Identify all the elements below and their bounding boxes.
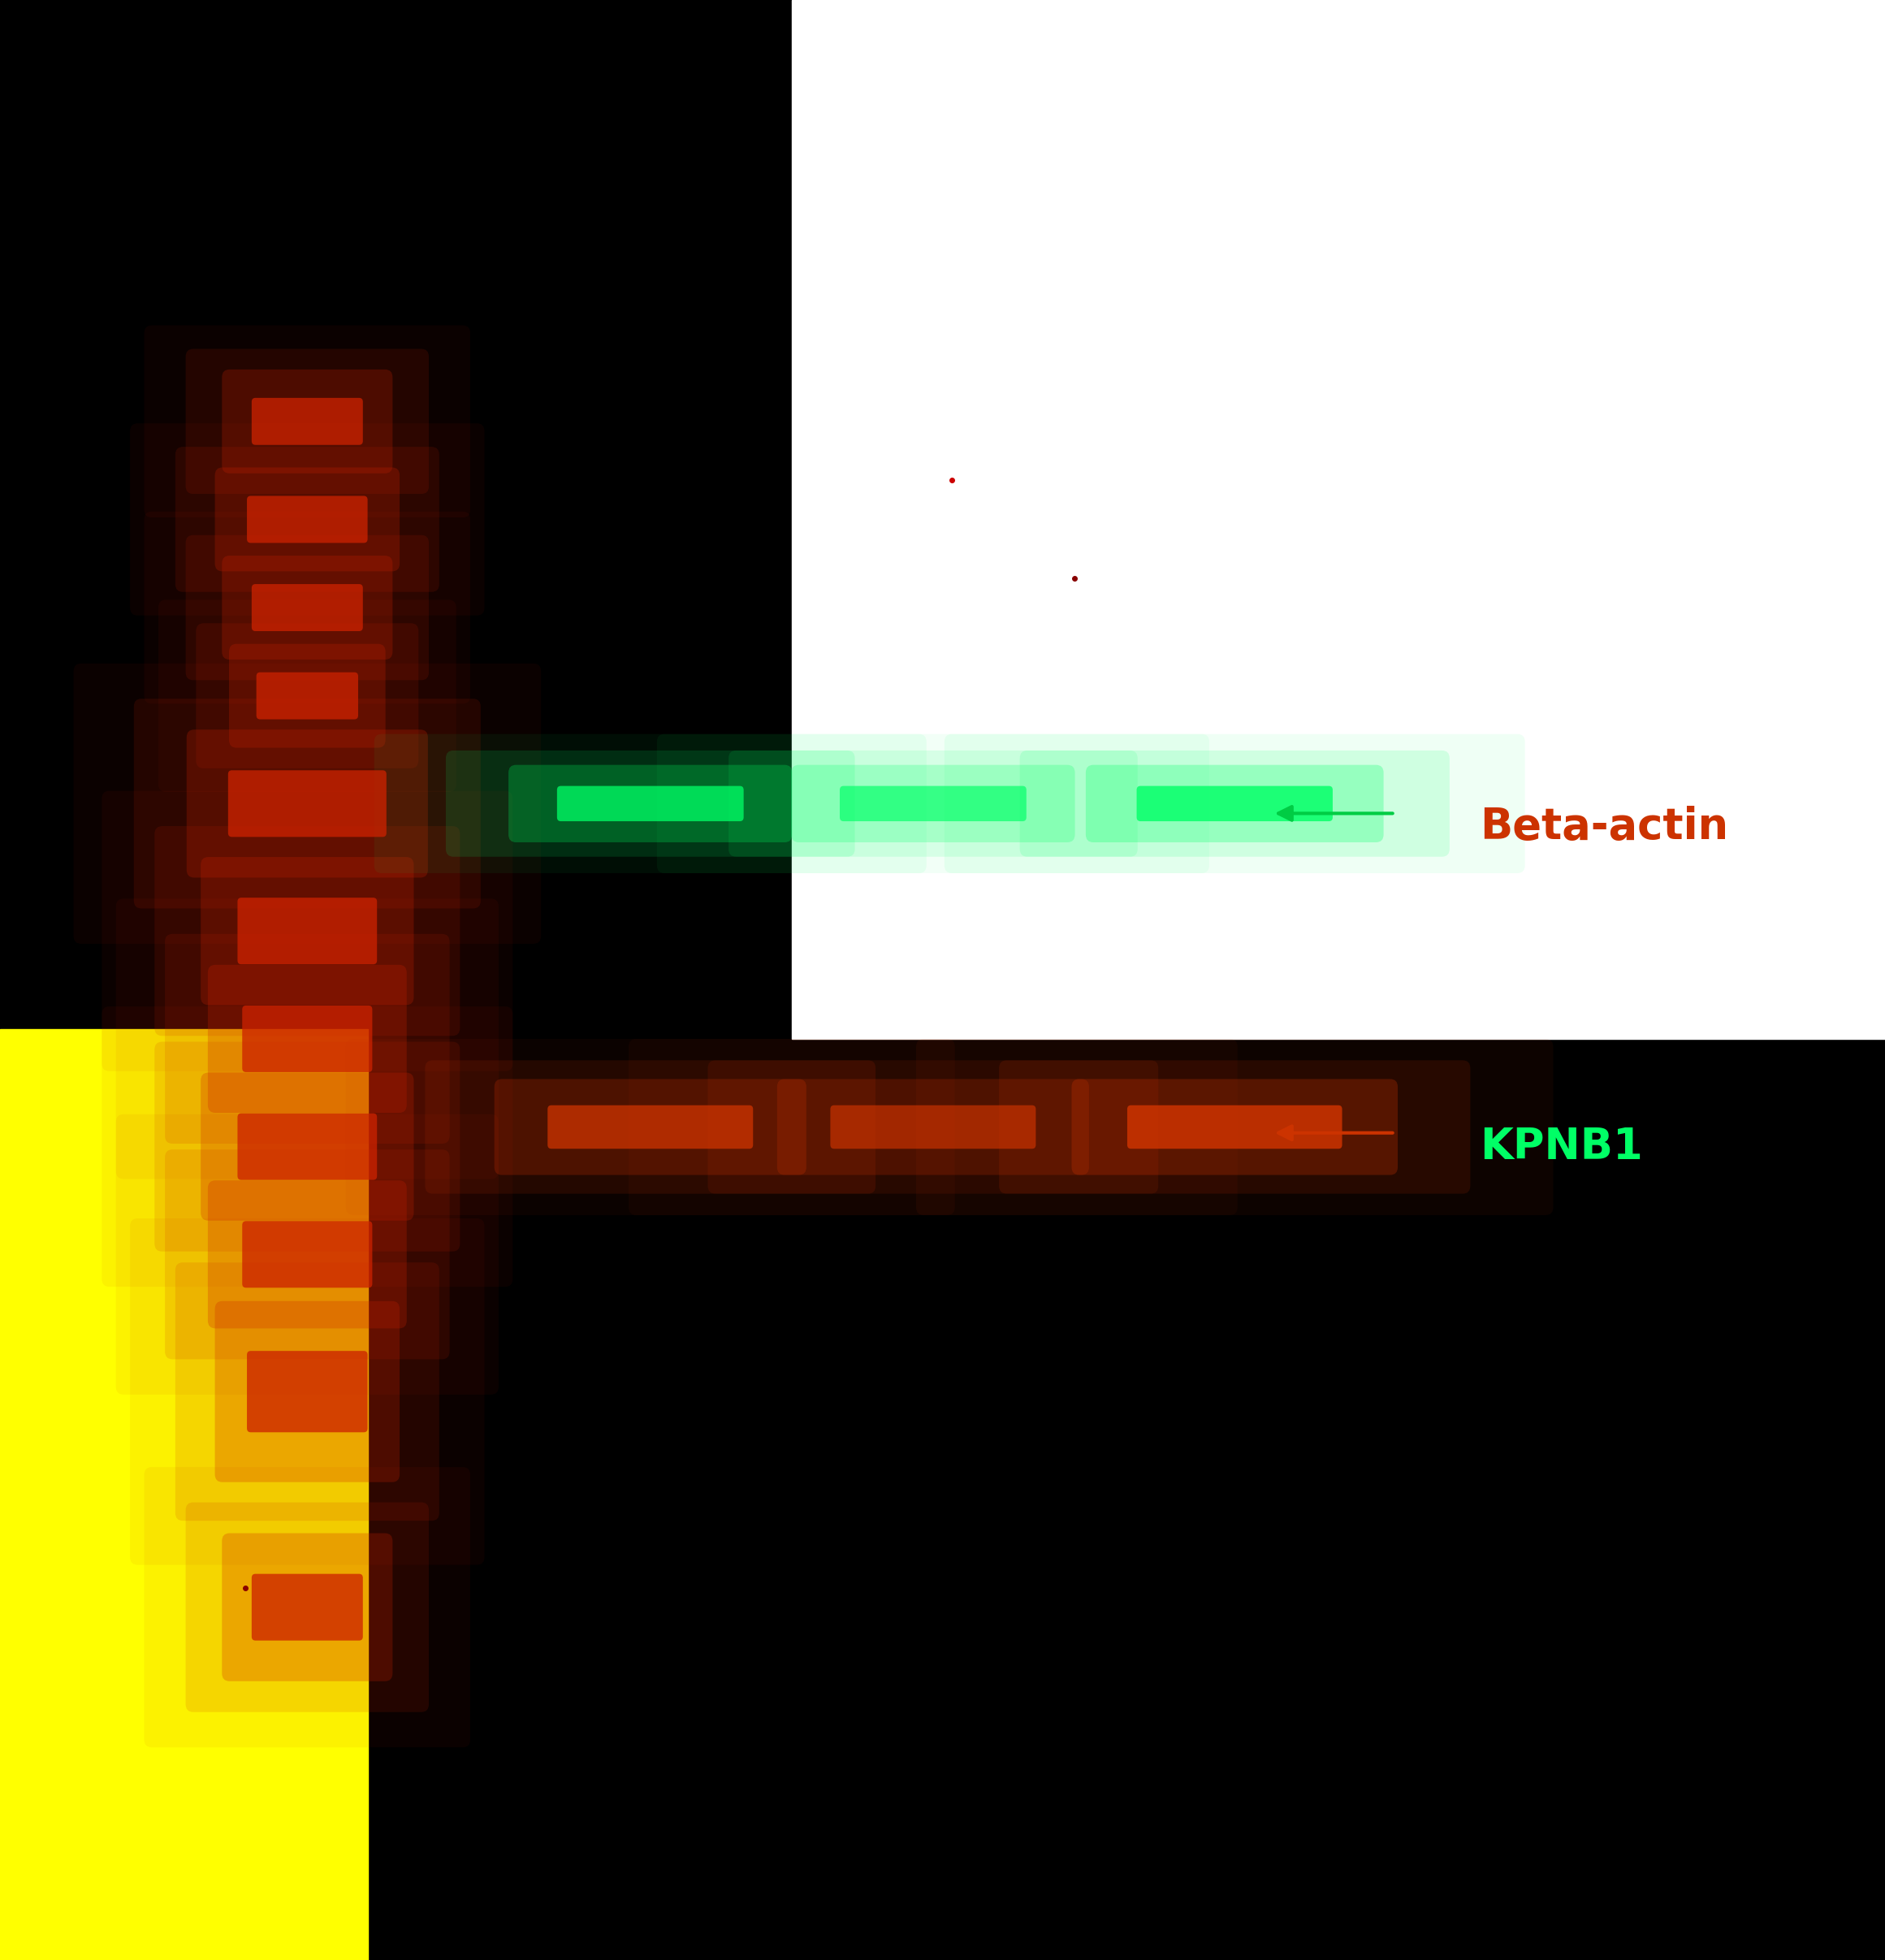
Text: KPNB1: KPNB1 <box>1480 1125 1642 1168</box>
FancyBboxPatch shape <box>916 1039 1553 1215</box>
FancyBboxPatch shape <box>656 733 1210 874</box>
FancyBboxPatch shape <box>256 672 358 719</box>
FancyBboxPatch shape <box>558 786 743 821</box>
FancyBboxPatch shape <box>728 751 1137 857</box>
FancyBboxPatch shape <box>222 1533 392 1682</box>
FancyBboxPatch shape <box>1137 786 1333 821</box>
FancyBboxPatch shape <box>228 643 386 747</box>
FancyBboxPatch shape <box>200 1072 415 1221</box>
FancyBboxPatch shape <box>155 1043 460 1252</box>
FancyBboxPatch shape <box>630 1039 1238 1215</box>
FancyBboxPatch shape <box>117 898 498 1180</box>
FancyBboxPatch shape <box>228 770 386 837</box>
FancyBboxPatch shape <box>709 1060 1157 1194</box>
FancyBboxPatch shape <box>175 1262 439 1521</box>
FancyBboxPatch shape <box>185 1501 430 1713</box>
Bar <box>792 0 1885 1039</box>
FancyBboxPatch shape <box>102 1007 513 1286</box>
FancyBboxPatch shape <box>1020 751 1450 857</box>
FancyBboxPatch shape <box>155 827 460 1035</box>
FancyBboxPatch shape <box>944 733 1525 874</box>
FancyBboxPatch shape <box>207 964 407 1113</box>
FancyBboxPatch shape <box>238 1113 377 1180</box>
FancyBboxPatch shape <box>200 857 415 1005</box>
FancyBboxPatch shape <box>253 1574 362 1641</box>
FancyBboxPatch shape <box>215 1301 400 1482</box>
FancyBboxPatch shape <box>247 496 368 543</box>
FancyBboxPatch shape <box>187 729 428 878</box>
FancyBboxPatch shape <box>1127 1105 1342 1149</box>
FancyBboxPatch shape <box>777 1080 1090 1174</box>
FancyBboxPatch shape <box>130 423 484 615</box>
FancyBboxPatch shape <box>445 751 854 857</box>
FancyBboxPatch shape <box>166 1149 451 1360</box>
FancyBboxPatch shape <box>841 786 1025 821</box>
FancyBboxPatch shape <box>185 349 430 494</box>
FancyBboxPatch shape <box>253 584 362 631</box>
FancyBboxPatch shape <box>222 557 392 659</box>
FancyBboxPatch shape <box>207 1180 407 1329</box>
FancyBboxPatch shape <box>1086 764 1384 843</box>
FancyBboxPatch shape <box>143 1466 471 1748</box>
FancyBboxPatch shape <box>829 1105 1037 1149</box>
FancyBboxPatch shape <box>215 468 400 572</box>
FancyBboxPatch shape <box>547 1105 752 1149</box>
FancyBboxPatch shape <box>238 898 377 964</box>
FancyBboxPatch shape <box>130 1219 484 1564</box>
FancyBboxPatch shape <box>247 1350 368 1433</box>
FancyBboxPatch shape <box>175 447 439 592</box>
FancyBboxPatch shape <box>241 1221 373 1288</box>
FancyBboxPatch shape <box>792 764 1074 843</box>
FancyBboxPatch shape <box>143 325 471 517</box>
FancyBboxPatch shape <box>117 1113 498 1396</box>
FancyBboxPatch shape <box>424 1060 877 1194</box>
FancyBboxPatch shape <box>134 700 481 909</box>
FancyBboxPatch shape <box>196 623 418 768</box>
FancyBboxPatch shape <box>222 368 392 474</box>
Bar <box>0 1029 368 1960</box>
FancyBboxPatch shape <box>1071 1080 1399 1174</box>
FancyBboxPatch shape <box>241 1005 373 1072</box>
Text: Beta-actin: Beta-actin <box>1480 806 1729 849</box>
FancyBboxPatch shape <box>253 398 362 445</box>
FancyBboxPatch shape <box>345 1039 954 1215</box>
FancyBboxPatch shape <box>74 662 541 945</box>
FancyBboxPatch shape <box>143 512 471 704</box>
FancyBboxPatch shape <box>999 1060 1470 1194</box>
FancyBboxPatch shape <box>158 600 456 792</box>
FancyBboxPatch shape <box>166 935 451 1145</box>
FancyBboxPatch shape <box>494 1080 807 1174</box>
FancyBboxPatch shape <box>102 792 513 1070</box>
FancyBboxPatch shape <box>373 733 927 874</box>
FancyBboxPatch shape <box>509 764 792 843</box>
FancyBboxPatch shape <box>185 535 430 680</box>
